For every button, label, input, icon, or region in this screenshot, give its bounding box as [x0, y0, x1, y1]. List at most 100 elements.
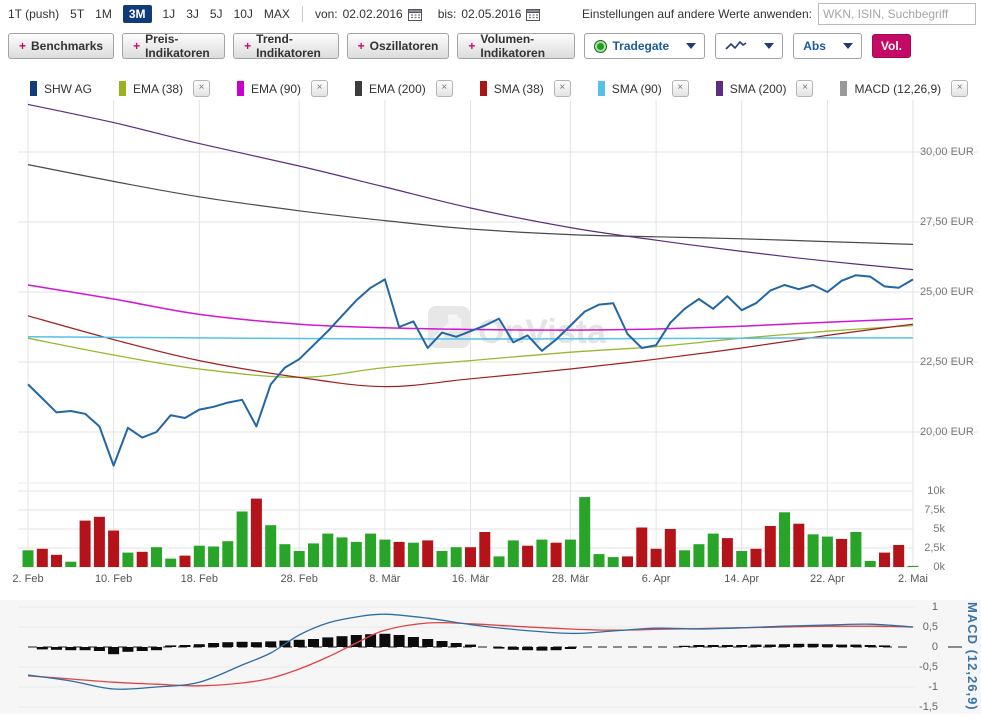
- range-button-max[interactable]: MAX: [263, 7, 290, 21]
- close-icon[interactable]: ×: [311, 80, 329, 97]
- volume-bar: [322, 533, 334, 567]
- chevron-down-icon[interactable]: [756, 34, 782, 58]
- volume-bar: [750, 548, 762, 567]
- toolbar-indicator-row: + Benchmarks + Preis-Indikatoren + Trend-Indi…: [0, 32, 981, 60]
- macd-histogram-bar: [850, 644, 862, 647]
- volume-bar: [507, 540, 519, 567]
- add-trend-indikatoren-button[interactable]: + Trend-Indikatoren: [233, 32, 339, 60]
- volume-bar: [579, 497, 591, 567]
- macd-histogram-bar: [493, 647, 505, 649]
- volume-axis-label: 5k: [933, 523, 945, 535]
- volume-bar: [365, 533, 377, 567]
- volume-bar: [522, 545, 534, 567]
- button-label: Oszillatoren: [369, 39, 439, 53]
- volume-bar: [536, 539, 548, 567]
- macd-histogram-bar: [679, 645, 691, 647]
- macd-histogram-bar: [208, 643, 220, 647]
- volume-toggle-button[interactable]: Vol.: [871, 34, 911, 58]
- macd-histogram-bar: [821, 644, 833, 647]
- volume-bar: [222, 541, 234, 567]
- add-oszillatoren-button[interactable]: + Oszillatoren: [346, 33, 450, 59]
- exchange-status-icon: [593, 39, 607, 53]
- volume-bar: [93, 516, 105, 567]
- volume-bar: [864, 560, 876, 567]
- macd-histogram-bar: [365, 634, 377, 647]
- legend-item: MACD (12,26,9) ×: [840, 80, 969, 97]
- close-icon[interactable]: ×: [951, 80, 969, 97]
- volume-bar: [564, 539, 576, 567]
- x-axis-label: 18. Feb: [181, 573, 218, 585]
- macd-histogram-bar: [379, 633, 391, 647]
- add-benchmarks-button[interactable]: + Benchmarks: [8, 33, 115, 59]
- x-axis-label: 2. Feb: [12, 573, 43, 585]
- range-button-1t-push-[interactable]: 1T (push): [8, 7, 60, 21]
- macd-macd-line: [27, 613, 914, 690]
- volume-bar: [879, 552, 890, 567]
- macd-histogram-bar: [179, 645, 191, 647]
- scale-dropdown[interactable]: Abs: [793, 33, 862, 59]
- close-icon[interactable]: ×: [553, 80, 571, 97]
- plus-icon: +: [19, 39, 27, 53]
- macd-histogram-bar: [879, 645, 890, 647]
- range-button-10j[interactable]: 10J: [233, 7, 253, 21]
- macd-histogram-bar: [165, 645, 177, 647]
- legend-item: SMA (200) ×: [715, 80, 814, 97]
- range-button-3m[interactable]: 3M: [122, 5, 152, 23]
- von-date-value[interactable]: 02.02.2016: [342, 7, 403, 21]
- price-axis-label: 25,00 EUR: [920, 286, 974, 298]
- range-button-5j[interactable]: 5J: [209, 7, 223, 21]
- macd-histogram-bar: [336, 636, 348, 647]
- legend-item: EMA (90) ×: [237, 80, 329, 97]
- calendar-icon[interactable]: [407, 8, 422, 21]
- macd-histogram-bar: [564, 647, 576, 649]
- von-label: von:: [314, 7, 338, 21]
- close-icon[interactable]: ×: [796, 80, 814, 97]
- exchange-dropdown[interactable]: Tradegate: [583, 33, 706, 59]
- macd-histogram-bar: [465, 644, 476, 647]
- volume-bar: [422, 540, 434, 567]
- range-button-3j[interactable]: 3J: [186, 7, 199, 21]
- x-axis-label: 2. Mai: [898, 573, 928, 585]
- volume-bar: [693, 544, 705, 567]
- line-sma-38-: [27, 315, 914, 388]
- volume-bar: [122, 552, 134, 567]
- range-button-5t[interactable]: 5T: [70, 7, 85, 21]
- date-from-field: von: 02.02.2016: [315, 7, 422, 21]
- calendar-icon[interactable]: [526, 8, 541, 21]
- close-icon[interactable]: ×: [193, 80, 211, 97]
- macd-histogram-bar: [108, 647, 120, 655]
- macd-histogram-bar: [707, 645, 719, 647]
- stock-chart-canvas[interactable]: 30,00 EUR 27,50 EUR 25,00 EUR 22,50 EUR 20,0…: [0, 100, 981, 717]
- bis-date-value[interactable]: 02.05.2016: [461, 7, 522, 21]
- legend-swatch: [237, 81, 245, 96]
- add-preis-indikatoren-button[interactable]: + Preis-Indikatoren: [122, 32, 226, 60]
- close-icon[interactable]: ×: [671, 80, 689, 97]
- volume-bar: [550, 542, 562, 567]
- chart-type-dropdown[interactable]: [715, 33, 784, 59]
- macd-histogram-bar: [407, 637, 419, 647]
- chevron-down-icon[interactable]: [835, 34, 861, 58]
- range-button-1j[interactable]: 1J: [162, 7, 176, 21]
- search-input[interactable]: [818, 3, 976, 25]
- macd-axis-label: 1: [932, 601, 938, 613]
- x-axis-label: 28. Feb: [281, 573, 318, 585]
- macd-histogram-bar: [422, 639, 434, 647]
- volume-bar: [22, 550, 34, 567]
- toolbar-time-row: 1T (push) 5T 1M 3M 1J 3J 5J 10J MAX von: 02.02.2…: [0, 0, 981, 28]
- line-ema-90-: [27, 284, 914, 331]
- legend-swatch: [119, 81, 127, 96]
- chevron-down-icon[interactable]: [678, 34, 704, 58]
- close-icon[interactable]: ×: [435, 80, 453, 97]
- legend-swatch: [840, 81, 848, 96]
- add-volumen-indikatoren-button[interactable]: + Volumen-Indikatoren: [457, 32, 576, 60]
- legend-item: SHW AG: [30, 81, 92, 96]
- legend: SHW AG EMA (38) × EMA (90) × EMA (200) × SMA (3…: [30, 80, 981, 97]
- volume-bar: [650, 548, 662, 567]
- macd-histogram-bar: [193, 644, 205, 647]
- range-button-1m[interactable]: 1M: [95, 7, 112, 21]
- plus-icon: +: [244, 39, 252, 53]
- button-label: Benchmarks: [31, 39, 104, 53]
- date-to-field: bis: 02.05.2016: [438, 7, 541, 21]
- apply-label: Einstellungen auf andere Werte anwenden:: [582, 7, 812, 21]
- volume-bar: [65, 561, 77, 567]
